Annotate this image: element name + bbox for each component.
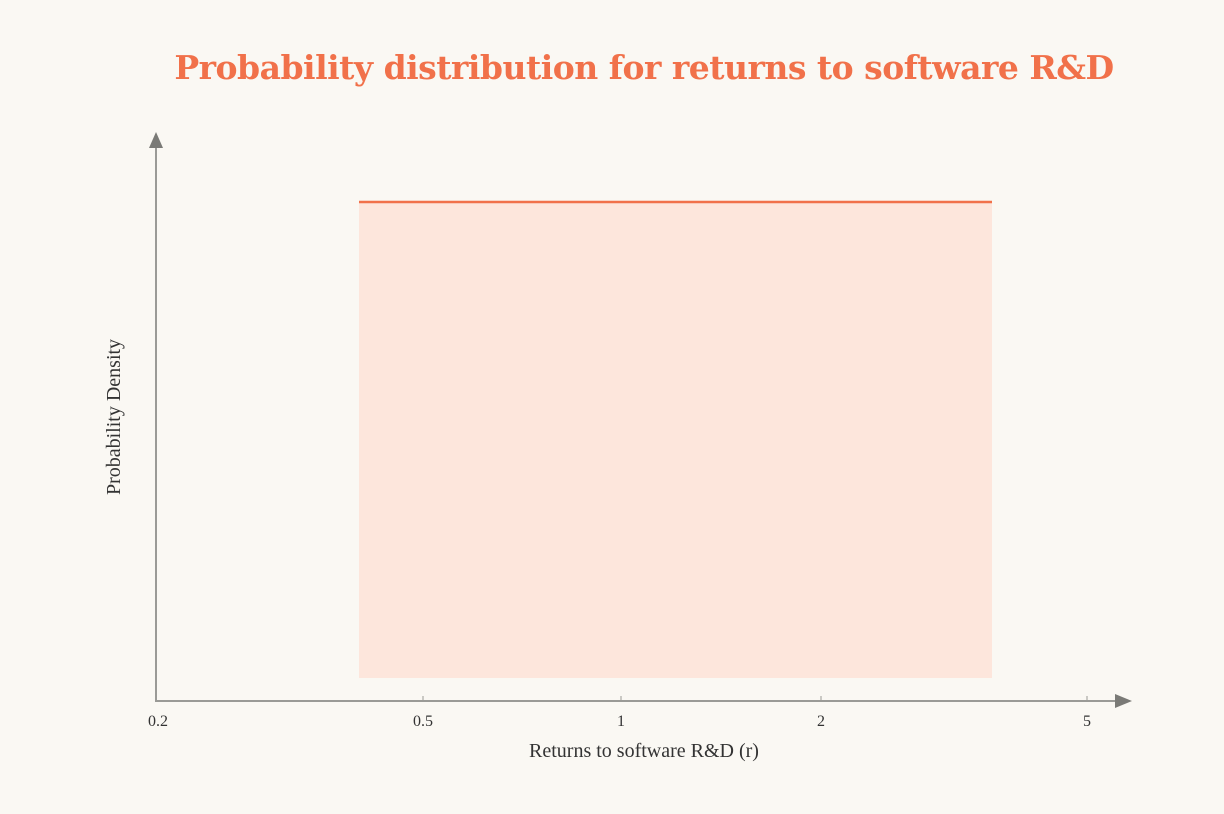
x-ticks	[422, 696, 1088, 701]
x-tick-label: 0.2	[148, 713, 168, 730]
x-axis-label: Returns to software R&D (r)	[529, 740, 759, 762]
x-tick-label: 2	[817, 713, 825, 730]
y-axis-arrow-icon	[149, 132, 163, 148]
x-axis-arrow-icon	[1115, 694, 1132, 708]
x-tick-label: 5	[1083, 713, 1091, 730]
distribution-area	[359, 202, 992, 678]
x-tick-label: 1	[617, 713, 625, 730]
chart-title: Probability distribution for returns to …	[174, 48, 1114, 87]
x-tick-label: 0.5	[413, 713, 433, 730]
y-axis-label: Probability Density	[103, 339, 125, 495]
